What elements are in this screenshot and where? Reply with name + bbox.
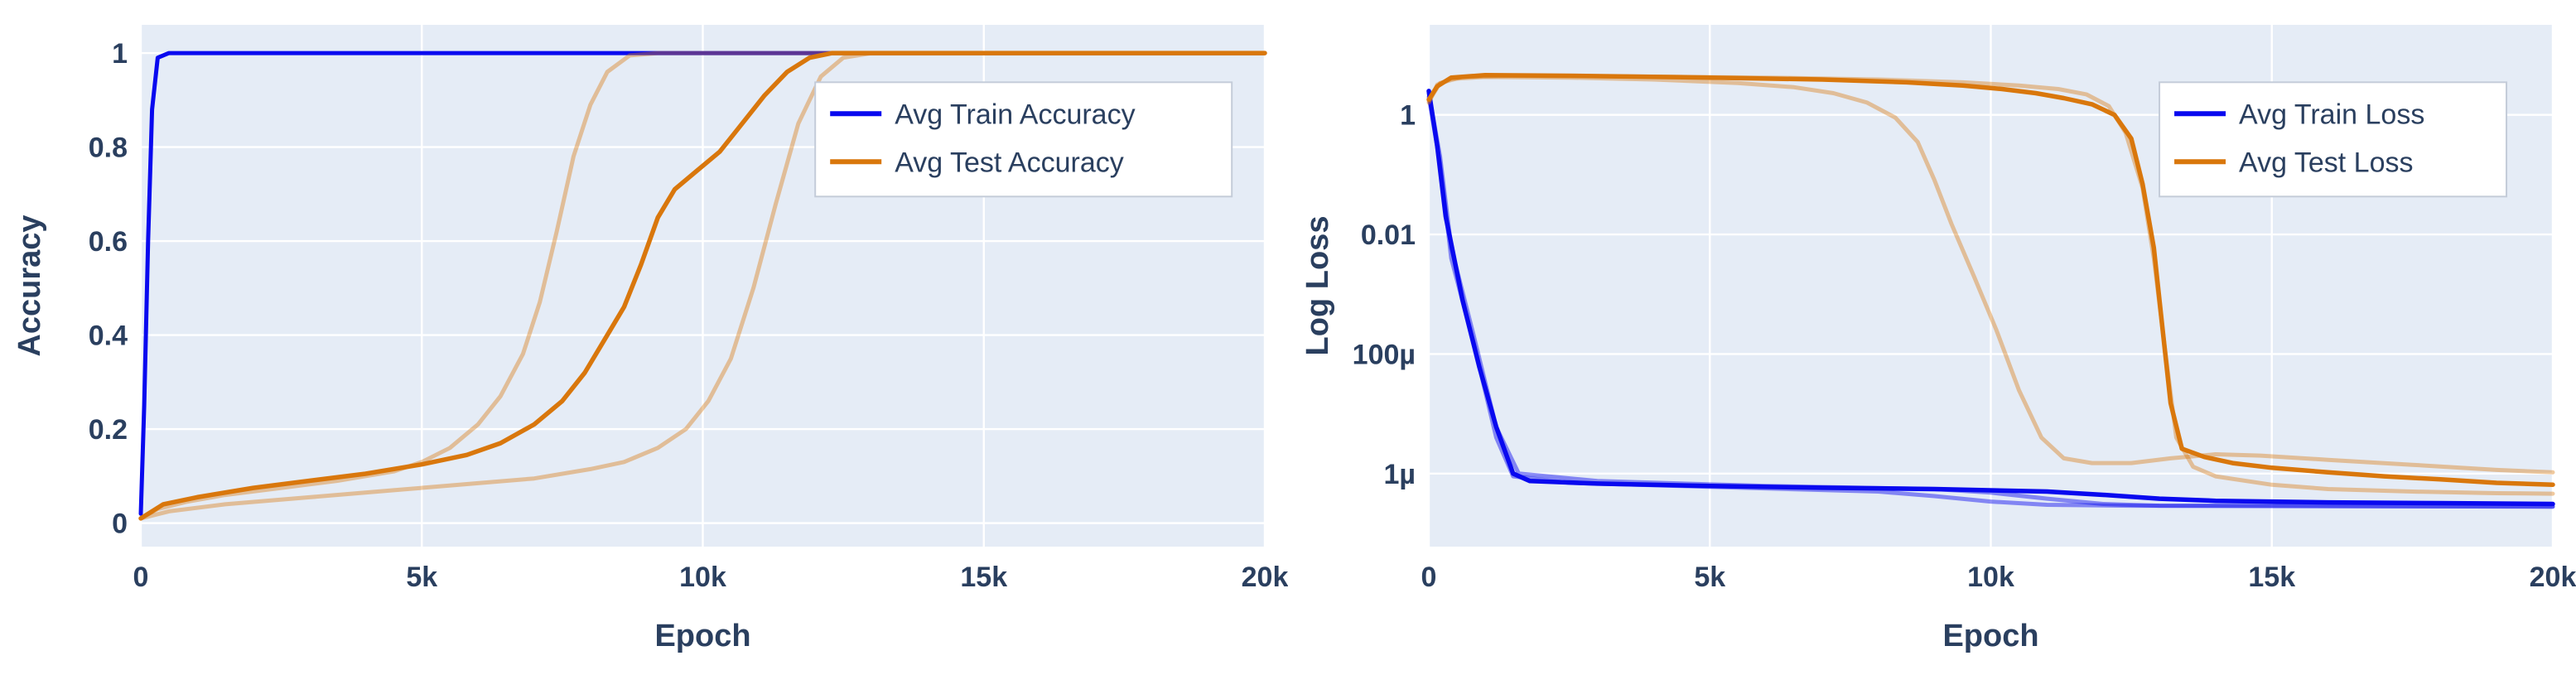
legend-label: Avg Train Accuracy (895, 99, 1135, 130)
loss-chart-panel: 0 5k 10k 15k 20k 1 0.01 100µ 1µ Epoch Log Loss Avg … (1288, 0, 2576, 675)
legend-box (2159, 81, 2508, 198)
x-tick-label: 10k (1967, 562, 2014, 593)
y-tick-label: 0 (112, 509, 128, 540)
y-tick-label: 0.6 (89, 226, 128, 258)
x-tick-label: 20k (1242, 562, 1288, 593)
y-tick-label: 0.2 (89, 414, 128, 446)
legend-item-avg-train-accuracy[interactable]: Avg Train Accuracy (830, 99, 1136, 130)
x-axis-title: Epoch (654, 619, 750, 653)
y-tick-label: 1µ (1384, 459, 1416, 490)
loss-chart: 0 5k 10k 15k 20k 1 0.01 100µ 1µ Epoch Log Loss Avg … (1300, 25, 2576, 653)
y-tick-label: 1 (1400, 100, 1416, 132)
legend-label: Avg Test Loss (2239, 147, 2413, 178)
legend-item-avg-test-accuracy[interactable]: Avg Test Accuracy (830, 147, 1124, 178)
y-tick-label: 100µ (1353, 339, 1416, 370)
x-tick-label: 10k (679, 562, 726, 593)
avg-test-accuracy-line (138, 51, 1267, 521)
avg-test-loss-line (1426, 73, 2555, 488)
y-tick-label: 0.8 (89, 133, 128, 164)
legend-label: Avg Train Loss (2239, 99, 2424, 130)
y-tick-label: 1 (112, 38, 128, 70)
x-tick-label: 15k (2248, 562, 2295, 593)
legend-item-avg-train-loss[interactable]: Avg Train Loss (2174, 99, 2424, 130)
x-tick-label: 5k (1694, 562, 1725, 593)
y-tick-label: 0.01 (1361, 219, 1416, 251)
legend-label: Avg Test Accuracy (895, 147, 1124, 178)
avg-train-accuracy-line (138, 51, 1267, 516)
accuracy-chart-panel: 0 5k 10k 15k 20k 0 0.2 0.4 0.6 0.8 1 Epoch Accuracy A… (12, 25, 1288, 653)
x-tick-label: 0 (1421, 562, 1437, 593)
x-tick-label: 0 (133, 562, 149, 593)
tick-labels: 0 5k 10k 15k 20k 1 0.01 100µ 1µ (1353, 100, 2576, 593)
accuracy-chart: 0 5k 10k 15k 20k 0 0.2 0.4 0.6 0.8 1 Epoch Accuracy A… (12, 25, 1288, 653)
y-axis-title: Log Loss (1300, 216, 1335, 356)
y-axis-title: Accuracy (12, 215, 47, 356)
series-group (1426, 73, 2555, 509)
y-tick-label: 0.4 (89, 321, 128, 352)
x-tick-label: 5k (406, 562, 437, 593)
avg-test-accuracy-run-a-line (138, 51, 1267, 521)
x-tick-label: 15k (960, 562, 1007, 593)
avg-train-loss-line (1426, 89, 2555, 507)
tick-labels: 0 5k 10k 15k 20k 0 0.2 0.4 0.6 0.8 1 (89, 38, 1288, 593)
x-tick-label: 20k (2530, 562, 2576, 593)
legend-item-avg-test-loss[interactable]: Avg Test Loss (2174, 147, 2413, 178)
legend[interactable]: Avg Train Accuracy Avg Test Accuracy (814, 81, 1233, 198)
x-axis-title: Epoch (1942, 619, 2038, 653)
legend-box (814, 81, 1233, 198)
legend[interactable]: Avg Train Loss Avg Test Loss (2159, 81, 2508, 198)
